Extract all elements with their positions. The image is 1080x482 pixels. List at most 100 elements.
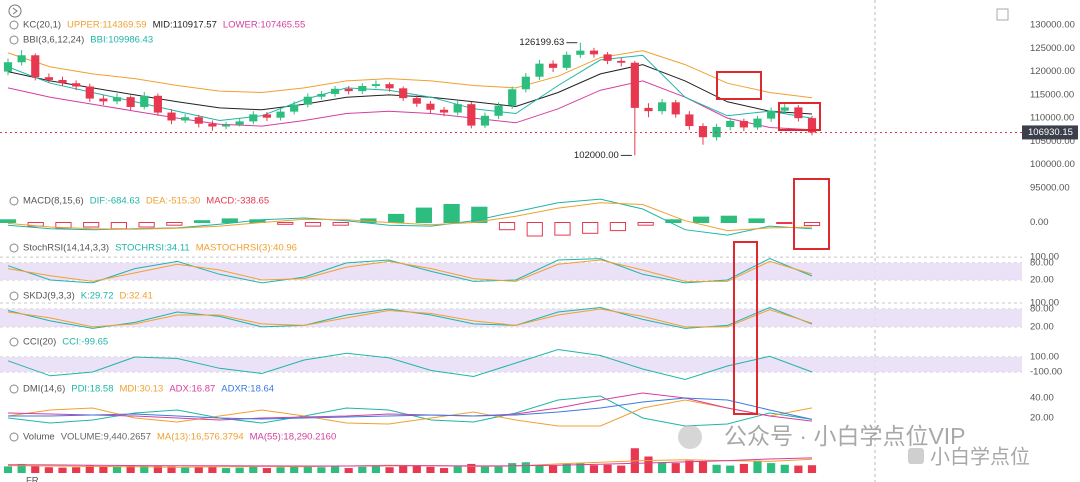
legend-entry: UPPER:114369.59 xyxy=(67,20,147,31)
volume-bar xyxy=(399,465,408,473)
candle-body xyxy=(290,104,299,112)
legend-entry: DEA:-515.30 xyxy=(146,196,200,207)
legend-entry: LOWER:107465.55 xyxy=(223,20,305,31)
y-tick-label: 40.00 xyxy=(1030,393,1054,404)
candle-body xyxy=(617,60,626,63)
candle-body xyxy=(17,55,26,63)
y-tick-label: -100.00 xyxy=(1030,367,1062,378)
candle-body xyxy=(3,62,13,72)
volume-bar xyxy=(807,465,817,473)
volume-bar xyxy=(153,465,162,473)
y-tick-label: 80.00 xyxy=(1030,257,1054,268)
candle-body xyxy=(439,109,449,113)
macd-bar xyxy=(0,219,17,224)
highlight-box xyxy=(733,241,758,415)
indicator-title: MACD(8,15,6) xyxy=(23,196,84,207)
legend-entry: VOLUME:9,440.2657 xyxy=(61,432,151,443)
macd-bar xyxy=(277,222,294,225)
candle-body xyxy=(753,118,762,128)
candle-body xyxy=(112,97,122,102)
macd-bar xyxy=(443,204,460,223)
legend-entry: MASTOCHRSI(3):40.96 xyxy=(196,243,297,254)
y-tick-label: 20.00 xyxy=(1030,413,1054,424)
candle-body xyxy=(399,88,408,99)
indicator-title: StochRSI(14,14,3,3) xyxy=(23,243,109,254)
candle-body xyxy=(44,77,53,80)
extreme-label: 126199.63 xyxy=(519,37,564,48)
legend-entry: ADX:16.87 xyxy=(169,384,215,395)
macd-bar xyxy=(332,222,349,226)
legend-entry: D:32.41 xyxy=(120,291,153,302)
band xyxy=(0,262,1022,280)
legend-entry: ADXR:18.64 xyxy=(221,384,274,395)
macd-bar xyxy=(803,222,821,227)
y-tick-label: 80.00 xyxy=(1030,303,1054,314)
candle-body xyxy=(767,110,776,119)
volume-bar xyxy=(753,460,762,473)
toggle-icon xyxy=(9,196,19,206)
candle-body xyxy=(249,114,258,122)
volume-bar xyxy=(644,456,653,473)
candle-body xyxy=(671,102,680,115)
volume-bar xyxy=(140,465,149,473)
volume-bar xyxy=(562,463,571,473)
volume-bar xyxy=(589,465,599,473)
indicator-line xyxy=(7,399,813,427)
watermark-icon xyxy=(678,425,702,449)
y-tick-label: 20.00 xyxy=(1030,275,1054,286)
macd-bar xyxy=(138,222,155,228)
volume-bar xyxy=(494,466,503,473)
indicator-title: CCI(20) xyxy=(23,337,56,348)
y-tick-label: 115000.00 xyxy=(1030,89,1074,100)
volume-bar xyxy=(548,465,558,473)
collapse-button[interactable] xyxy=(8,4,22,18)
candle-body xyxy=(521,76,530,90)
volume-bar xyxy=(467,463,476,473)
legend-entry: BBI:109986.43 xyxy=(90,35,153,46)
candle-body xyxy=(480,115,490,126)
y-tick-label: 100.00 xyxy=(1030,352,1059,363)
candle-body xyxy=(208,123,217,127)
y-tick-label: 100.00 xyxy=(1030,252,1059,263)
indicator-line xyxy=(7,392,813,422)
volume-bar xyxy=(317,467,326,473)
fullscreen-button[interactable] xyxy=(996,8,1009,21)
macd-bar xyxy=(166,222,183,226)
volume-bar xyxy=(208,466,217,473)
volume-bar xyxy=(344,468,353,473)
volume-bar xyxy=(385,467,394,473)
volume-bar xyxy=(112,466,122,473)
price-tag-label: 106930.15 xyxy=(1028,127,1073,138)
volume-bar xyxy=(358,466,367,473)
candle-body xyxy=(685,114,694,127)
volume-bar xyxy=(480,465,490,473)
candle-body xyxy=(317,93,326,97)
macd-bar xyxy=(83,222,100,228)
highlight-box xyxy=(778,102,821,131)
macd-bar xyxy=(388,213,405,223)
volume-bar xyxy=(453,466,462,473)
y-tick-label: 105000.00 xyxy=(1030,136,1075,147)
volume-bar xyxy=(617,465,626,473)
indicator-line xyxy=(7,259,813,282)
footer-label: FR xyxy=(26,476,39,482)
volume-bar xyxy=(194,467,203,473)
watermark-badge: 小白学点位 xyxy=(930,445,1030,468)
watermark-icon xyxy=(908,448,924,464)
macd-bar xyxy=(193,220,211,223)
indicator-line xyxy=(7,348,813,381)
volume-bar xyxy=(603,464,612,473)
indicator-line xyxy=(7,202,813,232)
macd-bar xyxy=(221,218,238,223)
volume-bar xyxy=(412,465,421,473)
volume-bar xyxy=(31,465,40,473)
macd-bar xyxy=(498,222,516,231)
candle-body xyxy=(72,83,81,87)
candle-body xyxy=(330,88,340,94)
volume-bar xyxy=(508,463,517,473)
annotation-boxes xyxy=(716,71,830,415)
volume-bar xyxy=(739,463,748,473)
toggle-icon xyxy=(9,384,19,394)
candle-body xyxy=(194,117,203,124)
